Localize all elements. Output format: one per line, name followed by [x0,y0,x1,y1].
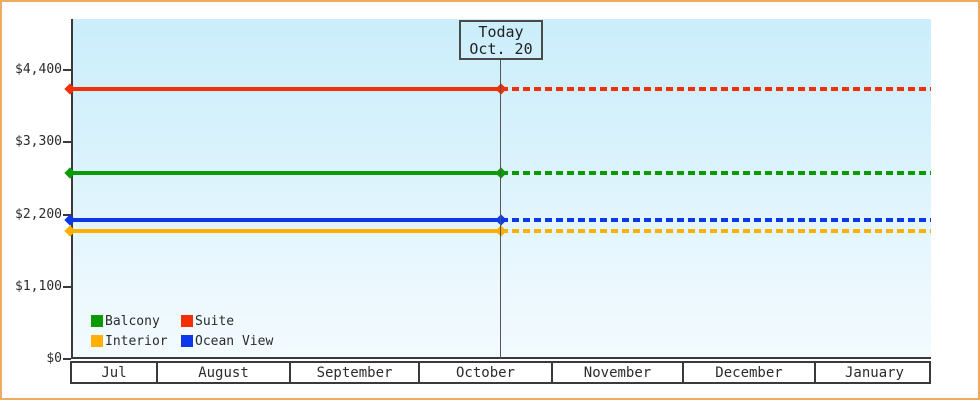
month-cell-december: December [682,363,814,382]
month-cell-september: September [289,363,418,382]
y-axis-tick [63,358,71,360]
price-line-forecast-ocean-view [501,218,931,223]
legend-item-interior: Interior [91,331,181,351]
today-vertical-line [500,59,501,359]
legend: Balcony Suite Interior Ocean View [91,311,273,351]
price-line-solid-balcony [70,171,501,176]
y-axis-tick [63,213,71,216]
legend-swatch-icon [181,315,193,327]
legend-swatch-icon [91,315,103,327]
y-axis-label: $3,300 [15,134,62,150]
month-cell-jul: Jul [101,364,127,381]
y-axis-label: $2,200 [15,206,62,222]
month-cell-october: October [418,363,551,382]
month-cell-january: January [814,363,933,382]
legend-label: Ocean View [195,333,274,349]
y-axis-label: $0 [46,351,62,366]
legend-label: Interior [105,333,168,349]
price-line-forecast-suite [501,87,931,92]
month-axis-band: Jul August September October November Decembe… [70,361,931,384]
month-cell-november: November [551,363,682,382]
today-label: Today [478,23,524,41]
legend-item-suite: Suite [181,311,273,331]
y-axis-tick [63,69,71,71]
y-axis-tick [63,285,71,288]
plot-area [71,19,931,359]
price-line-solid-ocean-view [70,218,501,223]
legend-swatch-icon [181,335,193,347]
y-axis-label: $4,400 [15,62,62,77]
legend-label: Balcony [105,313,160,329]
price-line-solid-interior [70,228,501,233]
price-line-forecast-interior [501,228,931,233]
y-axis-label: $1,100 [15,278,62,294]
today-date: Oct. 20 [469,40,533,58]
price-line-solid-suite [70,87,501,92]
legend-item-ocean-view: Ocean View [181,331,273,351]
legend-label: Suite [195,313,235,329]
legend-item-balcony: Balcony [91,311,181,331]
today-callout-box: Today Oct. 20 [459,20,543,60]
y-axis-tick [63,141,71,144]
price-line-forecast-balcony [501,171,931,176]
legend-swatch-icon [91,335,103,347]
month-cell-august: August [156,363,289,382]
